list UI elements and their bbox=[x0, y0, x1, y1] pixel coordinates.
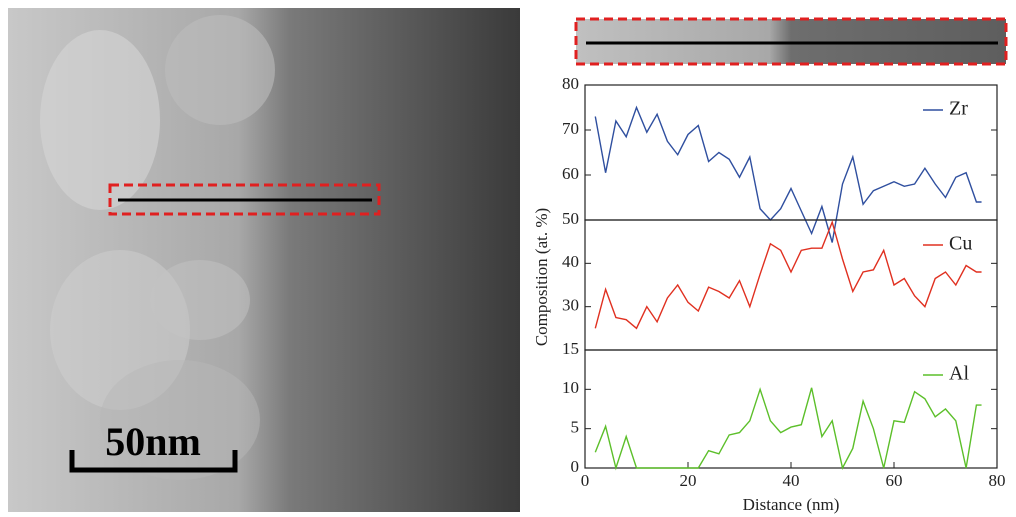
plot-frame bbox=[584, 349, 998, 469]
y-tick-label: 70 bbox=[562, 119, 579, 138]
scale-bar-label: 50nm bbox=[105, 419, 201, 464]
y-tick-label: 30 bbox=[562, 296, 579, 315]
y-tick-label: 10 bbox=[562, 378, 579, 397]
legend-label: Al bbox=[949, 363, 969, 385]
data-line bbox=[594, 387, 982, 471]
tem-image: 50nm bbox=[8, 8, 520, 512]
y-tick-label: 60 bbox=[562, 164, 579, 183]
data-line bbox=[594, 105, 982, 243]
plot-frame bbox=[584, 84, 998, 221]
y-tick-label: 50 bbox=[562, 209, 579, 228]
plot-frame bbox=[584, 219, 998, 351]
y-tick-label: 5 bbox=[571, 418, 580, 437]
x-tick-label: 40 bbox=[783, 471, 800, 490]
x-tick-label: 60 bbox=[886, 471, 903, 490]
legend-label: Zr bbox=[949, 98, 968, 120]
y-tick-label: 0 bbox=[571, 457, 580, 476]
x-tick-label: 80 bbox=[989, 471, 1006, 490]
x-tick-label: 0 bbox=[581, 471, 590, 490]
x-tick-label: 20 bbox=[680, 471, 697, 490]
legend-label: Cu bbox=[949, 233, 972, 255]
y-tick-label: 80 bbox=[562, 74, 579, 93]
y-tick-label: 15 bbox=[562, 339, 579, 358]
x-axis-label: Distance (nm) bbox=[743, 495, 840, 514]
y-tick-label: 40 bbox=[562, 252, 579, 271]
line-profile-strip bbox=[574, 17, 1008, 66]
data-line bbox=[594, 219, 982, 330]
y-axis-label: Composition (at. %) bbox=[532, 208, 551, 346]
